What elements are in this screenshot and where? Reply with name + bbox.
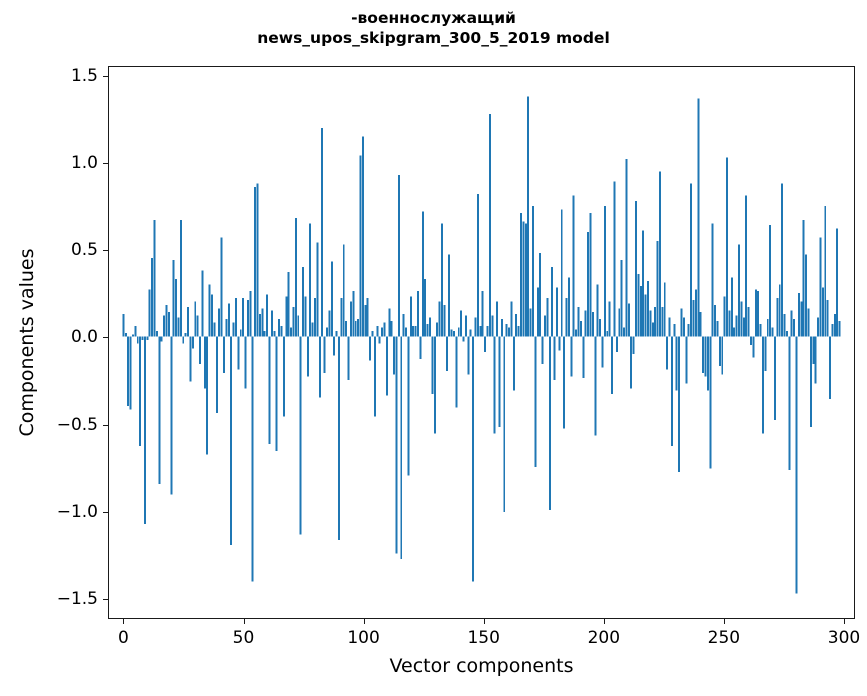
x-tick-mark [483,618,485,624]
y-tick-label: 0.5 [70,240,98,261]
y-tick-label: −1.5 [56,589,98,610]
x-tick-mark [123,618,125,624]
y-axis-label: Components values [16,248,38,437]
plot-area [109,67,854,618]
bar-series [122,96,841,594]
x-tick-label: 150 [467,628,500,648]
x-tick-mark [723,618,725,624]
x-tick-label: 50 [232,628,255,648]
x-tick-label: 200 [587,628,621,648]
y-tick-mark [103,424,109,426]
y-tick-mark [103,337,109,339]
y-tick-label: 0.0 [70,327,98,348]
y-tick-label: −0.5 [56,414,98,435]
chart-title-line-2: news_upos_skipgram_300_5_2019 model [257,29,610,48]
x-tick-label: 300 [827,628,861,648]
x-tick-label: 0 [117,628,129,648]
y-tick-label: −1.0 [56,501,98,522]
x-axis-label: Vector components [389,655,574,677]
y-tick-mark [103,162,109,164]
y-tick-label: 1.5 [70,65,98,86]
y-tick-label: 1.0 [70,152,98,173]
y-tick-mark [103,75,109,77]
y-tick-mark [103,250,109,252]
x-tick-label: 100 [347,628,380,648]
x-tick-mark [243,618,245,624]
chart-title: -военнослужащий news_upos_skipgram_300_5… [0,8,867,49]
chart-title-line-1: -военнослужащий [351,9,516,27]
x-tick-label: 250 [707,628,741,648]
x-tick-mark [603,618,605,624]
x-tick-mark [843,618,845,624]
y-tick-mark [103,511,109,513]
x-tick-mark [363,618,365,624]
plot-axes: −1.5 −1.0 −0.5 0.0 0.5 1.0 1.5 0 50 100 150 200 250… [57,66,860,648]
y-tick-mark [103,599,109,601]
